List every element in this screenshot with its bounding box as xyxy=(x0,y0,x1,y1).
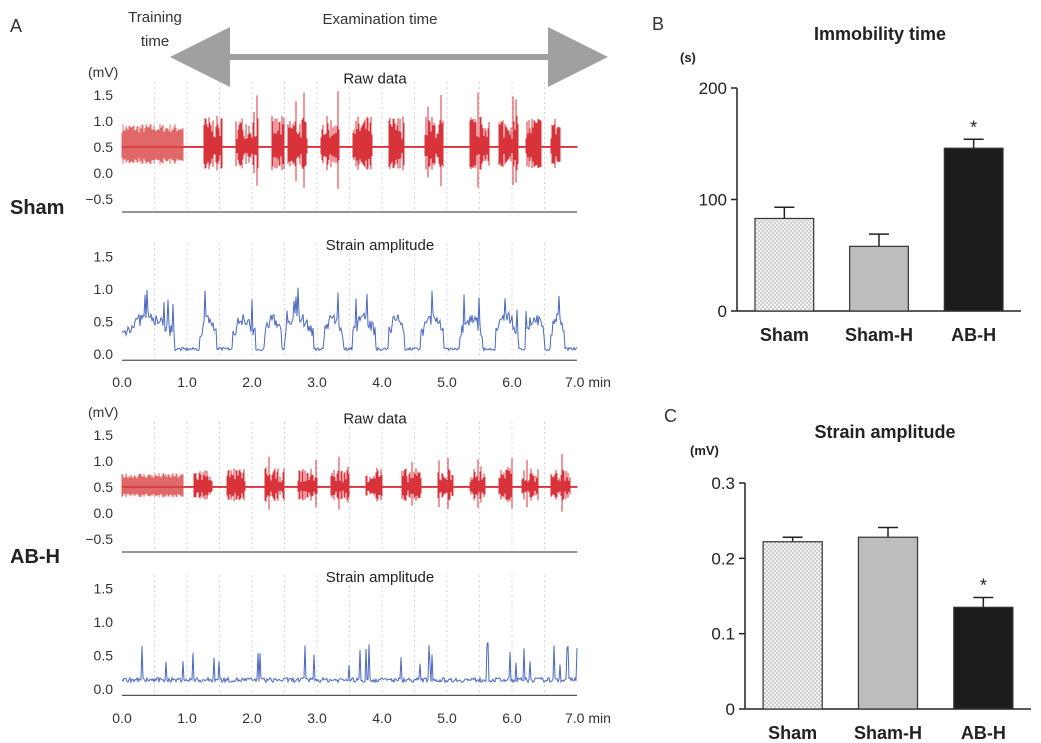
bar-shamh xyxy=(857,536,919,710)
x-tick-label: 7.0 min xyxy=(565,710,611,726)
x-tick-label: 1.0 xyxy=(177,374,197,390)
panel-b-letter: B xyxy=(652,14,664,34)
y-tick-label: 0 xyxy=(726,700,735,719)
category-label: AB-H xyxy=(951,325,996,345)
abh-traces: (mV) Raw data 1.5 1.0 0.5 0.0 −0.5 AB-H Strain a… xyxy=(10,404,611,726)
immobility-bar-chart: 0 100 200 Sham Sham-H AB-H * xyxy=(699,79,1021,345)
strain-y-tick: 1.0 xyxy=(94,614,114,630)
strain-trace xyxy=(121,287,578,352)
x-tick-label: 3.0 xyxy=(307,374,327,390)
training-label-line2: time xyxy=(141,33,169,50)
strain-y-tick: 1.5 xyxy=(94,249,114,265)
category-label: Sham xyxy=(768,723,817,743)
raw-y-tick: 1.5 xyxy=(94,87,114,103)
bar-abh xyxy=(943,147,1004,312)
panel-c-unit: (mV) xyxy=(690,443,719,458)
raw-title: Raw data xyxy=(343,411,407,428)
raw-y-tick: 0.5 xyxy=(94,139,114,155)
raw-y-tick: −0.5 xyxy=(85,191,113,207)
category-label: AB-H xyxy=(961,723,1006,743)
raw-title: Raw data xyxy=(343,71,407,88)
raw-y-tick: 0.0 xyxy=(94,165,114,181)
x-tick-label: 5.0 xyxy=(437,710,457,726)
raw-y-tick: 0.0 xyxy=(94,505,114,521)
bar-abh xyxy=(953,606,1014,710)
y-tick-label: 0.2 xyxy=(711,549,735,568)
raw-unit: (mV) xyxy=(88,64,118,80)
y-tick-label: 0 xyxy=(718,302,727,321)
strain-y-tick: 0.0 xyxy=(94,681,114,697)
panel-c-letter: C xyxy=(664,406,677,426)
strain-y-tick: 0.5 xyxy=(94,314,114,330)
category-label: Sham-H xyxy=(854,723,922,743)
strain-trace xyxy=(121,642,578,685)
raw-unit: (mV) xyxy=(88,404,118,420)
panel-b-title: Immobility time xyxy=(814,24,946,44)
strain-y-tick: 1.5 xyxy=(94,581,114,597)
y-tick-label: 100 xyxy=(699,191,727,210)
strain-bar-chart: 0 0.1 0.2 0.3 Sham Sham-H AB-H * xyxy=(711,474,1031,743)
strain-y-tick: 1.0 xyxy=(94,281,114,297)
x-tick-label: 4.0 xyxy=(372,374,392,390)
group-label-sham: Sham xyxy=(10,197,64,219)
strain-y-tick: 0.5 xyxy=(94,648,114,664)
x-tick-label: 4.0 xyxy=(372,710,392,726)
significance-marker: * xyxy=(970,117,977,137)
strain-title: Strain amplitude xyxy=(326,237,434,254)
x-tick-label: 3.0 xyxy=(307,710,327,726)
raw-y-tick: 0.5 xyxy=(94,479,114,495)
panel-c-title: Strain amplitude xyxy=(814,422,955,442)
panel-a-letter: A xyxy=(10,16,22,36)
x-tick-label: 2.0 xyxy=(242,374,262,390)
x-tick-label: 5.0 xyxy=(437,374,457,390)
raw-trace-training xyxy=(121,124,184,165)
significance-marker: * xyxy=(980,576,987,596)
raw-y-tick: 1.0 xyxy=(94,113,114,129)
panel-b-unit: (s) xyxy=(680,50,696,65)
raw-trace xyxy=(183,454,578,512)
category-label: Sham xyxy=(760,325,809,345)
x-tick-label: 0.0 xyxy=(112,710,132,726)
training-label-line1: Training xyxy=(128,9,182,26)
y-tick-label: 0.3 xyxy=(711,474,735,493)
strain-title: Strain amplitude xyxy=(326,569,434,586)
x-tick-label: 7.0 min xyxy=(565,374,611,390)
x-tick-label: 6.0 xyxy=(502,710,522,726)
x-tick-label: 0.0 xyxy=(112,374,132,390)
x-tick-label: 6.0 xyxy=(502,374,522,390)
raw-y-tick: 1.0 xyxy=(94,453,114,469)
sham-traces: (mV) Raw data 1.5 1.0 0.5 0.0 −0.5 Sham Strain a… xyxy=(10,64,611,390)
examination-label: Examination time xyxy=(322,11,437,28)
trace-panels: (mV) Raw data 1.5 1.0 0.5 0.0 −0.5 Sham Strain a… xyxy=(10,64,611,726)
category-label: Sham-H xyxy=(845,325,913,345)
raw-y-tick: 1.5 xyxy=(94,427,114,443)
x-tick-label: 1.0 xyxy=(177,710,197,726)
bar-shamh xyxy=(849,245,909,312)
y-tick-label: 0.1 xyxy=(711,625,735,644)
strain-y-tick: 0.0 xyxy=(94,346,114,362)
raw-y-tick: −0.5 xyxy=(85,531,113,547)
group-label-abh: AB-H xyxy=(10,546,60,568)
bar-sham xyxy=(762,541,823,710)
raw-trace xyxy=(183,91,578,189)
x-tick-label: 2.0 xyxy=(242,710,262,726)
raw-trace-training xyxy=(121,473,184,498)
y-tick-label: 200 xyxy=(699,79,727,98)
bar-sham xyxy=(754,217,815,312)
